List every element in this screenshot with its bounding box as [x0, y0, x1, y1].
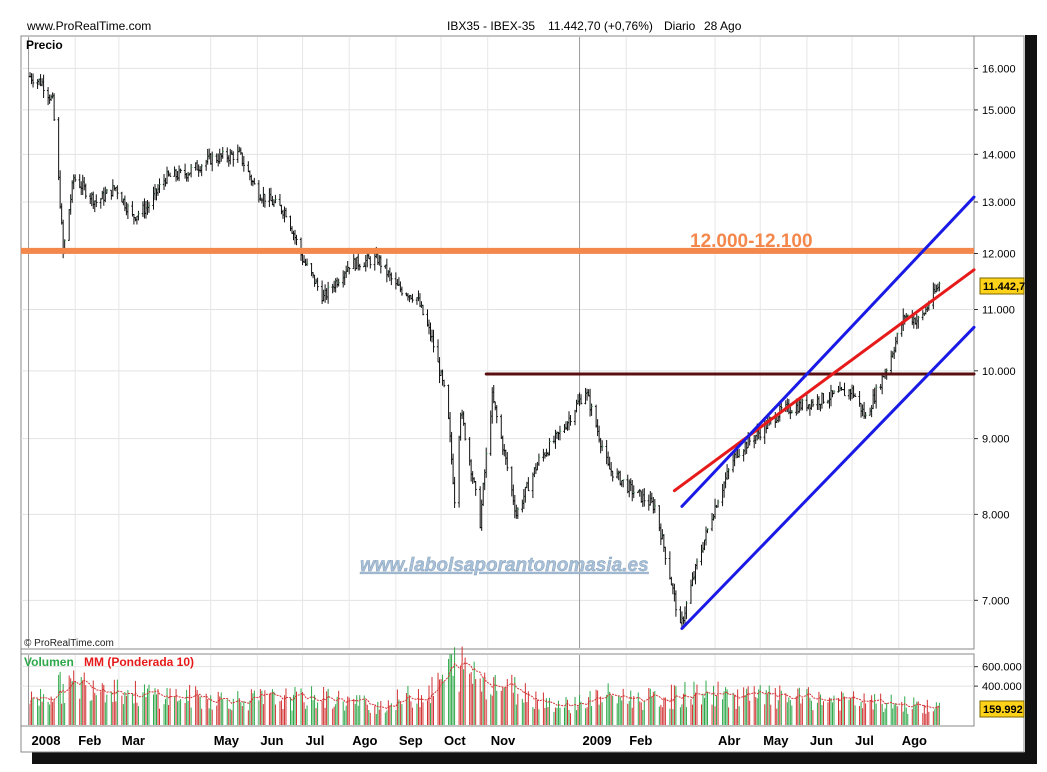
price-tick-label: 8.000: [982, 509, 1010, 521]
site-name: www.ProRealTime.com: [27, 19, 152, 33]
time-tick-label: Jul: [306, 733, 325, 748]
resistance-label: 12.000-12.100: [690, 231, 813, 252]
channel-upper-line: [680, 195, 976, 508]
time-tick-label: Ago: [902, 733, 927, 748]
time-tick-label: Mar: [122, 733, 145, 748]
time-tick-label: Feb: [629, 733, 652, 748]
time-tick-label: Oct: [444, 733, 466, 748]
price-tick-label: 7.000: [982, 595, 1010, 607]
time-tick-label: 2009: [583, 733, 612, 748]
price-tick-label: 16.000: [982, 63, 1016, 75]
volume-layer: [29, 646, 940, 725]
price-tick-label: 13.000: [982, 197, 1016, 209]
price-tick-label: 14.000: [982, 149, 1016, 161]
price-tick-label: 12.000: [982, 249, 1016, 261]
last-volume-badge: [979, 700, 1025, 718]
frame-shadow-right: [1025, 35, 1037, 764]
time-tick-label: Nov: [491, 733, 516, 748]
last-price-label: 11.442,7: [983, 281, 1025, 293]
price-layer: [28, 72, 941, 629]
red-trendline: [672, 268, 976, 493]
channel-lower-line: [680, 325, 976, 631]
volume-moving-average: [29, 662, 940, 709]
time-tick-label: Ago: [352, 733, 377, 748]
price-change: 11.442,70 (+0,76%): [548, 19, 653, 33]
symbol-name: IBX35 - IBEX-35: [447, 19, 536, 33]
period-label: Diario: [664, 19, 696, 33]
time-tick-label: Jul: [855, 733, 874, 748]
ma-label: MM (Ponderada 10): [84, 655, 194, 669]
volume-label: Volumen: [24, 655, 74, 669]
price-panel: [20, 35, 975, 650]
tick-layer: 16.000 15.000 14.000 13.000 12.000 11.000 10.0…: [32, 63, 1022, 748]
time-tick-label: Sep: [399, 733, 423, 748]
volume-tick-label: 400.000: [982, 681, 1022, 693]
frame-shadow-bottom: [32, 752, 1037, 764]
time-tick-label: 2008: [32, 733, 61, 748]
last-volume-label: 159.992: [983, 704, 1023, 716]
time-tick-label: Jun: [810, 733, 833, 748]
date-label: 28 Ago: [704, 19, 742, 33]
time-tick-label: May: [214, 733, 240, 748]
copyright: © ProRealTime.com: [24, 638, 114, 649]
price-tick-label: 11.000: [982, 304, 1015, 316]
volume-tick-label: 600.000: [982, 662, 1022, 674]
time-tick-label: Feb: [78, 733, 101, 748]
price-tick-label: 10.000: [982, 366, 1016, 378]
time-tick-label: May: [763, 733, 789, 748]
last-price-badge: [979, 277, 1025, 295]
time-tick-label: Abr: [718, 733, 740, 748]
volume-panel: [20, 653, 975, 727]
price-panel-label: Precio: [26, 38, 63, 52]
annotation-layer: [21, 195, 976, 631]
price-tick-label: 9.000: [982, 434, 1010, 446]
time-tick-label: Jun: [260, 733, 283, 748]
price-tick-label: 15.000: [982, 105, 1016, 117]
watermark: www.labolsaporantonomasia.es: [360, 555, 649, 576]
